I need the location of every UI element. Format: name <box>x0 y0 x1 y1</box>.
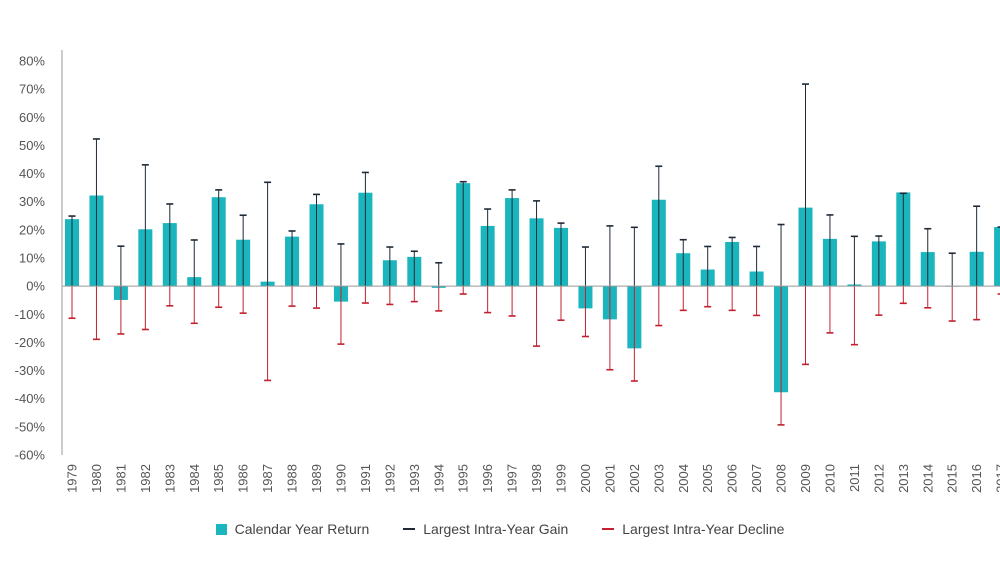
x-tick-label: 1995 <box>456 464 471 493</box>
y-tick-label: -40% <box>15 391 46 406</box>
legend-item-intra-year-decline: Largest Intra-Year Decline <box>602 521 784 537</box>
x-tick-label: 1998 <box>529 464 544 493</box>
x-tick-label: 2014 <box>920 464 935 493</box>
x-tick-label: 2001 <box>602 464 617 493</box>
x-tick-label: 1983 <box>162 464 177 493</box>
bars <box>65 183 1000 393</box>
x-tick-label: 2004 <box>676 464 691 493</box>
y-tick-label: -50% <box>15 419 46 434</box>
y-tick-label: 30% <box>19 194 45 209</box>
x-axis: 1979 1980 1981 1982 1983 1984 1985 1986 1987 1988… <box>62 285 1000 493</box>
x-tick-label: 2017 <box>994 464 1000 493</box>
x-tick-label: 1986 <box>236 464 251 493</box>
x-tick-label: 1996 <box>480 464 495 493</box>
legend-swatch-gain <box>403 528 416 530</box>
x-tick-label: 1991 <box>358 464 373 493</box>
x-tick-label: 2009 <box>798 464 813 493</box>
y-tick-label: 0% <box>26 279 45 294</box>
legend: Calendar Year Return Largest Intra-Year … <box>0 521 1000 537</box>
x-tick-label: 2012 <box>871 464 886 493</box>
x-tick-label: 1980 <box>89 464 104 493</box>
y-tick-label: 80% <box>19 54 45 69</box>
x-tick-label: 2000 <box>578 464 593 493</box>
x-tick-label: 1984 <box>187 464 202 493</box>
decline-whiskers <box>68 286 1000 426</box>
x-tick-label: 2006 <box>725 464 740 493</box>
x-tick-label: 1994 <box>431 464 446 493</box>
x-tick-label: 1990 <box>333 464 348 493</box>
x-tick-label: 2003 <box>651 464 666 493</box>
gain-whiskers <box>68 83 1000 287</box>
x-tick-label: 1999 <box>554 464 569 493</box>
x-tick-label: 1982 <box>138 464 153 493</box>
x-tick-label: 1987 <box>260 464 275 493</box>
legend-item-intra-year-gain: Largest Intra-Year Gain <box>403 521 568 537</box>
y-tick-label: -10% <box>15 307 46 322</box>
y-tick-label: 40% <box>19 166 45 181</box>
legend-swatch-decline <box>602 528 615 530</box>
x-tick-label: 2013 <box>896 464 911 493</box>
y-tick-label: 10% <box>19 251 45 266</box>
y-tick-label: 70% <box>19 82 45 97</box>
legend-swatch-bar <box>215 523 227 535</box>
y-tick-label: 20% <box>19 222 45 237</box>
x-tick-label: 1988 <box>285 464 300 493</box>
return-bar <box>994 227 1000 287</box>
legend-label: Largest Intra-Year Gain <box>423 521 569 537</box>
y-axis: 80% 70% 60% 50% 40% 30% 20% 10% 0% -10% -20% -30% -4… <box>15 50 63 463</box>
x-tick-label: 2005 <box>700 464 715 493</box>
legend-label: Largest Intra-Year Decline <box>622 521 785 537</box>
x-tick-label: 2007 <box>749 464 764 493</box>
legend-label: Calendar Year Return <box>234 521 370 537</box>
y-tick-label: 50% <box>19 138 45 153</box>
x-tick-label: 2011 <box>847 464 862 492</box>
x-tick-label: 2010 <box>822 464 837 493</box>
x-tick-label: 1981 <box>113 464 128 493</box>
y-tick-label: -60% <box>15 448 46 463</box>
chart: 80% 70% 60% 50% 40% 30% 20% 10% 0% -10% -20% -30% -4… <box>15 50 1000 493</box>
x-tick-label: 1979 <box>65 464 80 493</box>
legend-item-calendar-year-return: Calendar Year Return <box>215 521 370 537</box>
y-tick-label: -30% <box>15 363 46 378</box>
y-tick-label: 60% <box>19 110 45 125</box>
x-tick-label: 1989 <box>309 464 324 493</box>
x-tick-label: 2015 <box>945 464 960 493</box>
x-tick-label: 1992 <box>382 464 397 493</box>
x-tick-label: 2016 <box>969 464 984 493</box>
x-tick-label: 2008 <box>774 464 789 493</box>
y-tick-label: -20% <box>15 335 46 350</box>
x-tick-label: 1985 <box>211 464 226 493</box>
x-tick-label: 1997 <box>505 464 520 493</box>
x-tick-label: 1993 <box>407 464 422 493</box>
x-tick-label: 2002 <box>627 464 642 493</box>
